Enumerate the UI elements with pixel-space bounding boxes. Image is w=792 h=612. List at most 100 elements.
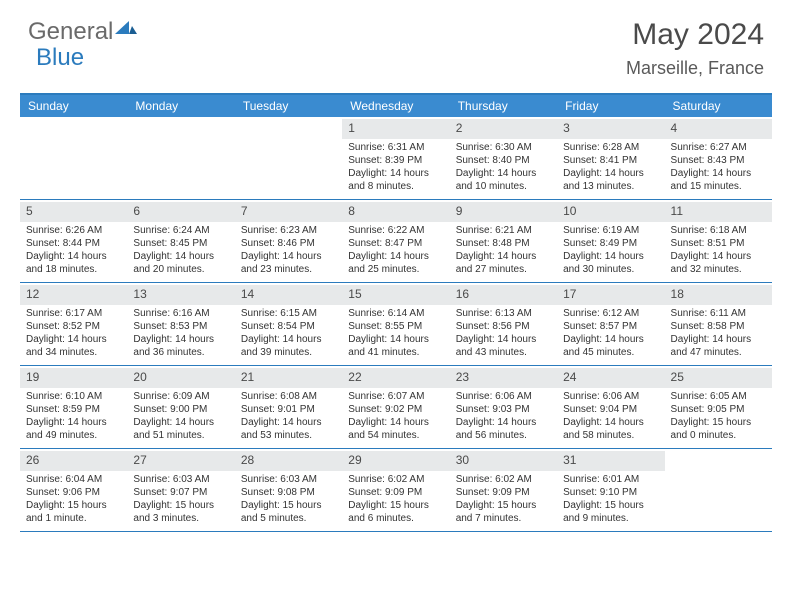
day-cell: . [235,117,342,199]
day-number: 27 [127,451,234,471]
day-cell: 21Sunrise: 6:08 AMSunset: 9:01 PMDayligh… [235,366,342,448]
dow-cell: Sunday [20,95,127,117]
day-number: 11 [665,202,772,222]
day-number: 3 [557,119,664,139]
day-cell: 9Sunrise: 6:21 AMSunset: 8:48 PMDaylight… [450,200,557,282]
day-number: 22 [342,368,449,388]
dow-cell: Thursday [450,95,557,117]
day-cell: 11Sunrise: 6:18 AMSunset: 8:51 PMDayligh… [665,200,772,282]
day-cell: 31Sunrise: 6:01 AMSunset: 9:10 PMDayligh… [557,449,664,531]
day-cell: 18Sunrise: 6:11 AMSunset: 8:58 PMDayligh… [665,283,772,365]
day-details: Sunrise: 6:18 AMSunset: 8:51 PMDaylight:… [669,224,768,276]
day-cell: 16Sunrise: 6:13 AMSunset: 8:56 PMDayligh… [450,283,557,365]
day-cell: . [127,117,234,199]
day-number: 24 [557,368,664,388]
day-details: Sunrise: 6:10 AMSunset: 8:59 PMDaylight:… [24,390,123,442]
week-row: 26Sunrise: 6:04 AMSunset: 9:06 PMDayligh… [20,449,772,532]
title-block: May 2024 Marseille, France [626,18,764,79]
day-number: 18 [665,285,772,305]
day-cell: 4Sunrise: 6:27 AMSunset: 8:43 PMDaylight… [665,117,772,199]
day-details: Sunrise: 6:03 AMSunset: 9:07 PMDaylight:… [131,473,230,525]
day-number: 4 [665,119,772,139]
day-details: Sunrise: 6:06 AMSunset: 9:03 PMDaylight:… [454,390,553,442]
day-details: Sunrise: 6:19 AMSunset: 8:49 PMDaylight:… [561,224,660,276]
day-cell: 13Sunrise: 6:16 AMSunset: 8:53 PMDayligh… [127,283,234,365]
day-details: Sunrise: 6:02 AMSunset: 9:09 PMDaylight:… [454,473,553,525]
day-cell: 30Sunrise: 6:02 AMSunset: 9:09 PMDayligh… [450,449,557,531]
week-row: 19Sunrise: 6:10 AMSunset: 8:59 PMDayligh… [20,366,772,449]
day-number: 8 [342,202,449,222]
day-details: Sunrise: 6:09 AMSunset: 9:00 PMDaylight:… [131,390,230,442]
day-details: Sunrise: 6:22 AMSunset: 8:47 PMDaylight:… [346,224,445,276]
day-details: Sunrise: 6:28 AMSunset: 8:41 PMDaylight:… [561,141,660,193]
day-cell: 6Sunrise: 6:24 AMSunset: 8:45 PMDaylight… [127,200,234,282]
day-cell: 17Sunrise: 6:12 AMSunset: 8:57 PMDayligh… [557,283,664,365]
day-number: 2 [450,119,557,139]
day-cell: 27Sunrise: 6:03 AMSunset: 9:07 PMDayligh… [127,449,234,531]
day-details: Sunrise: 6:03 AMSunset: 9:08 PMDaylight:… [239,473,338,525]
day-number: 14 [235,285,342,305]
day-cell: 22Sunrise: 6:07 AMSunset: 9:02 PMDayligh… [342,366,449,448]
dow-cell: Friday [557,95,664,117]
day-cell: . [20,117,127,199]
day-cell: 14Sunrise: 6:15 AMSunset: 8:54 PMDayligh… [235,283,342,365]
day-cell: 26Sunrise: 6:04 AMSunset: 9:06 PMDayligh… [20,449,127,531]
day-number: 21 [235,368,342,388]
day-details: Sunrise: 6:30 AMSunset: 8:40 PMDaylight:… [454,141,553,193]
month-title: May 2024 [626,18,764,52]
day-details: Sunrise: 6:01 AMSunset: 9:10 PMDaylight:… [561,473,660,525]
day-details: Sunrise: 6:16 AMSunset: 8:53 PMDaylight:… [131,307,230,359]
day-details: Sunrise: 6:07 AMSunset: 9:02 PMDaylight:… [346,390,445,442]
day-cell: 1Sunrise: 6:31 AMSunset: 8:39 PMDaylight… [342,117,449,199]
day-details: Sunrise: 6:23 AMSunset: 8:46 PMDaylight:… [239,224,338,276]
day-details: Sunrise: 6:12 AMSunset: 8:57 PMDaylight:… [561,307,660,359]
day-cell: 2Sunrise: 6:30 AMSunset: 8:40 PMDaylight… [450,117,557,199]
logo-mark-icon [115,17,137,45]
day-cell: 28Sunrise: 6:03 AMSunset: 9:08 PMDayligh… [235,449,342,531]
dow-cell: Monday [127,95,234,117]
day-number: 20 [127,368,234,388]
day-number: 12 [20,285,127,305]
day-details: Sunrise: 6:05 AMSunset: 9:05 PMDaylight:… [669,390,768,442]
day-details: Sunrise: 6:06 AMSunset: 9:04 PMDaylight:… [561,390,660,442]
day-number: 7 [235,202,342,222]
logo-line2: Blue [36,44,84,72]
day-details: Sunrise: 6:13 AMSunset: 8:56 PMDaylight:… [454,307,553,359]
day-number: 23 [450,368,557,388]
header: General May 2024 Marseille, France [0,0,792,87]
day-cell: 15Sunrise: 6:14 AMSunset: 8:55 PMDayligh… [342,283,449,365]
day-details: Sunrise: 6:21 AMSunset: 8:48 PMDaylight:… [454,224,553,276]
day-cell: . [665,449,772,531]
logo-text-blue: Blue [36,44,84,72]
day-number: 25 [665,368,772,388]
day-number: 31 [557,451,664,471]
day-number: 5 [20,202,127,222]
day-number: 13 [127,285,234,305]
calendar: SundayMondayTuesdayWednesdayThursdayFrid… [20,93,772,532]
day-details: Sunrise: 6:24 AMSunset: 8:45 PMDaylight:… [131,224,230,276]
week-row: ...1Sunrise: 6:31 AMSunset: 8:39 PMDayli… [20,117,772,200]
day-cell: 24Sunrise: 6:06 AMSunset: 9:04 PMDayligh… [557,366,664,448]
day-cell: 7Sunrise: 6:23 AMSunset: 8:46 PMDaylight… [235,200,342,282]
week-row: 5Sunrise: 6:26 AMSunset: 8:44 PMDaylight… [20,200,772,283]
day-cell: 23Sunrise: 6:06 AMSunset: 9:03 PMDayligh… [450,366,557,448]
day-cell: 5Sunrise: 6:26 AMSunset: 8:44 PMDaylight… [20,200,127,282]
day-cell: 12Sunrise: 6:17 AMSunset: 8:52 PMDayligh… [20,283,127,365]
day-cell: 8Sunrise: 6:22 AMSunset: 8:47 PMDaylight… [342,200,449,282]
day-cell: 25Sunrise: 6:05 AMSunset: 9:05 PMDayligh… [665,366,772,448]
day-number: 17 [557,285,664,305]
day-details: Sunrise: 6:08 AMSunset: 9:01 PMDaylight:… [239,390,338,442]
day-details: Sunrise: 6:04 AMSunset: 9:06 PMDaylight:… [24,473,123,525]
day-number: 19 [20,368,127,388]
day-cell: 10Sunrise: 6:19 AMSunset: 8:49 PMDayligh… [557,200,664,282]
location: Marseille, France [626,58,764,79]
day-number: 6 [127,202,234,222]
day-details: Sunrise: 6:17 AMSunset: 8:52 PMDaylight:… [24,307,123,359]
day-number: 28 [235,451,342,471]
day-number: 1 [342,119,449,139]
day-details: Sunrise: 6:31 AMSunset: 8:39 PMDaylight:… [346,141,445,193]
day-cell: 29Sunrise: 6:02 AMSunset: 9:09 PMDayligh… [342,449,449,531]
day-number: 26 [20,451,127,471]
dow-cell: Tuesday [235,95,342,117]
day-cell: 19Sunrise: 6:10 AMSunset: 8:59 PMDayligh… [20,366,127,448]
